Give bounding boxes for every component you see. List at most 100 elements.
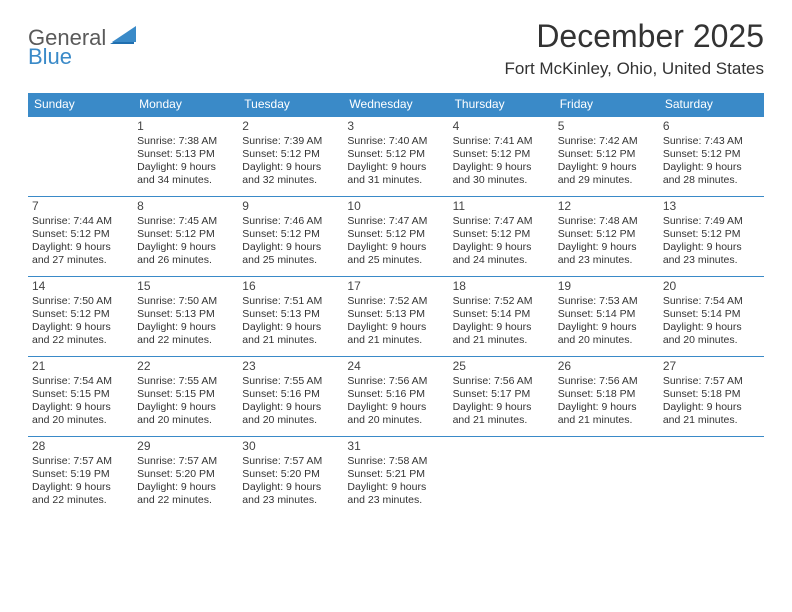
dow-monday: Monday: [133, 93, 238, 116]
day-ss: Sunset: 5:12 PM: [558, 228, 655, 241]
day-d2: and 22 minutes.: [32, 334, 129, 347]
day-number: 1: [137, 119, 234, 133]
day-d1: Daylight: 9 hours: [347, 241, 444, 254]
day-sr: Sunrise: 7:40 AM: [347, 135, 444, 148]
day-ss: Sunset: 5:16 PM: [347, 388, 444, 401]
day-info: Sunrise: 7:52 AMSunset: 5:13 PMDaylight:…: [347, 295, 444, 348]
calendar-cell: 8Sunrise: 7:45 AMSunset: 5:12 PMDaylight…: [133, 196, 238, 276]
day-number: 29: [137, 439, 234, 453]
calendar-cell: 24Sunrise: 7:56 AMSunset: 5:16 PMDayligh…: [343, 356, 448, 436]
day-d2: and 29 minutes.: [558, 174, 655, 187]
day-info: Sunrise: 7:50 AMSunset: 5:13 PMDaylight:…: [137, 295, 234, 348]
day-sr: Sunrise: 7:41 AM: [453, 135, 550, 148]
day-ss: Sunset: 5:12 PM: [137, 228, 234, 241]
day-ss: Sunset: 5:20 PM: [242, 468, 339, 481]
day-d1: Daylight: 9 hours: [242, 161, 339, 174]
day-number: 7: [32, 199, 129, 213]
day-ss: Sunset: 5:12 PM: [32, 308, 129, 321]
day-sr: Sunrise: 7:57 AM: [663, 375, 760, 388]
day-info: Sunrise: 7:42 AMSunset: 5:12 PMDaylight:…: [558, 135, 655, 188]
dow-friday: Friday: [554, 93, 659, 116]
calendar-cell-blank: [449, 436, 554, 516]
day-sr: Sunrise: 7:50 AM: [137, 295, 234, 308]
day-d2: and 31 minutes.: [347, 174, 444, 187]
day-info: Sunrise: 7:56 AMSunset: 5:17 PMDaylight:…: [453, 375, 550, 428]
day-info: Sunrise: 7:47 AMSunset: 5:12 PMDaylight:…: [453, 215, 550, 268]
week-row: 14Sunrise: 7:50 AMSunset: 5:12 PMDayligh…: [28, 276, 764, 356]
calendar-cell: 30Sunrise: 7:57 AMSunset: 5:20 PMDayligh…: [238, 436, 343, 516]
calendar-cell: 5Sunrise: 7:42 AMSunset: 5:12 PMDaylight…: [554, 116, 659, 196]
day-info: Sunrise: 7:40 AMSunset: 5:12 PMDaylight:…: [347, 135, 444, 188]
day-sr: Sunrise: 7:52 AM: [453, 295, 550, 308]
day-ss: Sunset: 5:12 PM: [453, 228, 550, 241]
day-ss: Sunset: 5:15 PM: [137, 388, 234, 401]
day-ss: Sunset: 5:12 PM: [242, 148, 339, 161]
day-ss: Sunset: 5:15 PM: [32, 388, 129, 401]
day-info: Sunrise: 7:48 AMSunset: 5:12 PMDaylight:…: [558, 215, 655, 268]
day-ss: Sunset: 5:21 PM: [347, 468, 444, 481]
calendar-cell: 22Sunrise: 7:55 AMSunset: 5:15 PMDayligh…: [133, 356, 238, 436]
day-ss: Sunset: 5:14 PM: [453, 308, 550, 321]
calendar-cell: 20Sunrise: 7:54 AMSunset: 5:14 PMDayligh…: [659, 276, 764, 356]
dow-header-row: Sunday Monday Tuesday Wednesday Thursday…: [28, 93, 764, 116]
day-d2: and 20 minutes.: [558, 334, 655, 347]
day-sr: Sunrise: 7:55 AM: [242, 375, 339, 388]
day-d1: Daylight: 9 hours: [558, 401, 655, 414]
day-d2: and 21 minutes.: [558, 414, 655, 427]
weeks-container: 1 Sunrise: 7:38 AMSunset: 5:13 PMDaylight…: [28, 116, 764, 516]
day-d1: Daylight: 9 hours: [137, 321, 234, 334]
day-sr: Sunrise: 7:53 AM: [558, 295, 655, 308]
day-number: 26: [558, 359, 655, 373]
day-number: 18: [453, 279, 550, 293]
day-number: 20: [663, 279, 760, 293]
day-d1: Daylight: 9 hours: [453, 321, 550, 334]
calendar-cell: 25 Sunrise: 7:56 AMSunset: 5:17 PMDayligh…: [449, 356, 554, 436]
day-d1: Daylight: 9 hours: [663, 161, 760, 174]
day-d2: and 22 minutes.: [137, 334, 234, 347]
day-d1: Daylight: 9 hours: [663, 241, 760, 254]
calendar-cell: 4Sunrise: 7:41 AMSunset: 5:12 PMDaylight…: [449, 116, 554, 196]
day-ss: Sunset: 5:12 PM: [453, 148, 550, 161]
day-ss: Sunset: 5:12 PM: [347, 228, 444, 241]
day-d1: Daylight: 9 hours: [137, 401, 234, 414]
day-d2: and 22 minutes.: [137, 494, 234, 507]
day-number: 25: [453, 359, 550, 373]
brand-sub: Blue: [28, 44, 72, 70]
day-ss: Sunset: 5:20 PM: [137, 468, 234, 481]
day-d1: Daylight: 9 hours: [32, 241, 129, 254]
calendar-cell: 17Sunrise: 7:52 AMSunset: 5:13 PMDayligh…: [343, 276, 448, 356]
day-sr: Sunrise: 7:54 AM: [663, 295, 760, 308]
day-ss: Sunset: 5:13 PM: [347, 308, 444, 321]
calendar-cell: 21Sunrise: 7:54 AMSunset: 5:15 PMDayligh…: [28, 356, 133, 436]
day-sr: Sunrise: 7:51 AM: [242, 295, 339, 308]
day-sr: Sunrise: 7:47 AM: [347, 215, 444, 228]
day-d1: Daylight: 9 hours: [558, 161, 655, 174]
calendar-cell: 9Sunrise: 7:46 AMSunset: 5:12 PMDaylight…: [238, 196, 343, 276]
day-sr: Sunrise: 7:45 AM: [137, 215, 234, 228]
day-d1: Daylight: 9 hours: [32, 481, 129, 494]
day-number: 11: [453, 199, 550, 213]
day-sr: Sunrise: 7:57 AM: [137, 455, 234, 468]
day-number: 22: [137, 359, 234, 373]
day-ss: Sunset: 5:12 PM: [347, 148, 444, 161]
day-info: Sunrise: 7:46 AMSunset: 5:12 PMDaylight:…: [242, 215, 339, 268]
week-row: 21Sunrise: 7:54 AMSunset: 5:15 PMDayligh…: [28, 356, 764, 436]
day-ss: Sunset: 5:17 PM: [453, 388, 550, 401]
day-number: 19: [558, 279, 655, 293]
day-number: 2: [242, 119, 339, 133]
day-info: Sunrise: 7:54 AMSunset: 5:15 PMDaylight:…: [32, 375, 129, 428]
calendar-cell: 26 Sunrise: 7:56 AMSunset: 5:18 PMDayligh…: [554, 356, 659, 436]
day-ss: Sunset: 5:14 PM: [663, 308, 760, 321]
day-ss: Sunset: 5:12 PM: [32, 228, 129, 241]
day-ss: Sunset: 5:19 PM: [32, 468, 129, 481]
day-info: Sunrise: 7:56 AMSunset: 5:16 PMDaylight:…: [347, 375, 444, 428]
day-d2: and 23 minutes.: [242, 494, 339, 507]
day-info: Sunrise: 7:56 AMSunset: 5:18 PMDaylight:…: [558, 375, 655, 428]
day-sr: Sunrise: 7:39 AM: [242, 135, 339, 148]
day-d1: Daylight: 9 hours: [242, 481, 339, 494]
calendar-cell: 12Sunrise: 7:48 AMSunset: 5:12 PMDayligh…: [554, 196, 659, 276]
day-d2: and 20 minutes.: [137, 414, 234, 427]
day-number: 28: [32, 439, 129, 453]
calendar-cell: 11 Sunrise: 7:47 AMSunset: 5:12 PMDayligh…: [449, 196, 554, 276]
day-info: Sunrise: 7:38 AMSunset: 5:13 PMDaylight:…: [137, 135, 234, 188]
